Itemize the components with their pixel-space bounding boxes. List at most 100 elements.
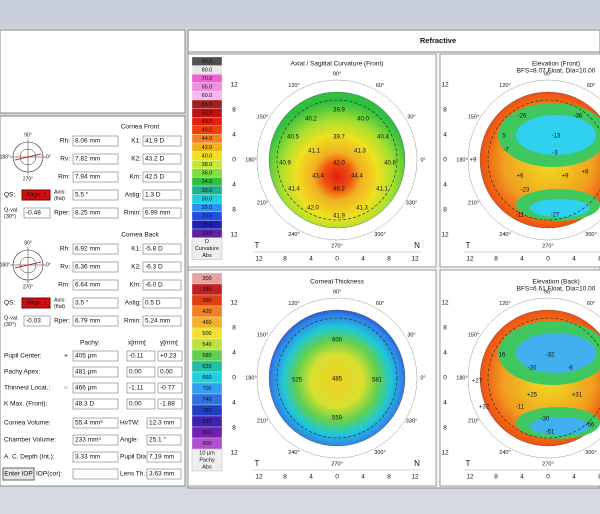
- side-label: T: [255, 241, 260, 250]
- field-box: [142, 279, 182, 291]
- map-title: Corneal Thickness: [310, 279, 364, 286]
- field-symbol: ○: [64, 385, 68, 392]
- button-label[interactable]: Enter IOP: [4, 471, 33, 478]
- field-box: [126, 350, 156, 362]
- angle-label: 0°: [420, 157, 425, 163]
- field-box: [142, 189, 182, 201]
- field-label: Rh:: [60, 246, 70, 253]
- field-label: A. C. Depth (Int.):: [4, 454, 55, 461]
- image-box: [0, 29, 186, 114]
- x-tick-label: 4: [309, 256, 313, 263]
- map-region: [530, 199, 590, 217]
- scale-label: 380: [202, 298, 211, 304]
- field-label: Rm:: [58, 282, 70, 289]
- scale-label: 80.0: [202, 67, 213, 73]
- angle-ring: [256, 297, 418, 459]
- y-tick-label: 12: [441, 232, 449, 239]
- field-box: [146, 434, 182, 446]
- field-value: +0.23: [160, 353, 177, 360]
- field-label: Rper:: [54, 210, 70, 217]
- field-label: Rm:: [58, 174, 70, 181]
- field-value: 48.3 D: [75, 401, 94, 408]
- field-box: [142, 207, 182, 219]
- angle-label: 180°: [245, 375, 256, 381]
- field-value: -0.03: [26, 318, 41, 325]
- map-value: 600: [332, 338, 343, 344]
- table-header: y[mm]: [160, 340, 178, 347]
- y-tick-label: 12: [441, 300, 449, 307]
- y-tick-label: 8: [443, 425, 447, 432]
- angle-label: 210°: [257, 200, 268, 206]
- field-label: (30°): [4, 322, 16, 328]
- y-tick-label: 0: [232, 375, 236, 382]
- field-label: Rmin:: [124, 318, 141, 325]
- angle-label: 120°: [288, 83, 299, 89]
- x-tick-label: 4: [520, 256, 524, 263]
- compass-label: 180°: [0, 262, 10, 268]
- side-label: N: [414, 241, 420, 250]
- button[interactable]: [2, 467, 35, 481]
- map-value: 5: [502, 134, 506, 140]
- x-tick-label: 8: [387, 474, 391, 481]
- field-label: Astig:: [125, 300, 141, 307]
- field-box: [126, 366, 156, 378]
- scale-label: 32.0: [202, 188, 213, 194]
- angle-label: 30°: [407, 114, 415, 120]
- field-box: [72, 315, 119, 327]
- field-value: 55.4 mm³: [75, 420, 103, 427]
- field-box: [72, 279, 119, 291]
- scale-label: 460: [202, 320, 211, 326]
- field-value: 6.79 mm: [75, 318, 100, 325]
- field-value: -0.11: [129, 353, 144, 360]
- field-value: 0.00: [129, 401, 142, 408]
- scale-label: 34.0: [202, 179, 213, 185]
- map-value: 41.1: [308, 149, 320, 155]
- x-tick-label: 0: [546, 256, 550, 263]
- angle-ring: [256, 79, 418, 241]
- map-value: 40.8: [384, 161, 396, 167]
- scale-label: 300: [202, 276, 211, 282]
- qs-value: Align. !: [26, 192, 46, 199]
- scale-label: 340: [202, 287, 211, 293]
- x-tick-label: 12: [411, 474, 419, 481]
- pupil-outline: [276, 317, 398, 439]
- qs-badge: [21, 189, 51, 201]
- y-tick-label: 4: [232, 350, 236, 357]
- field-box: [72, 171, 119, 183]
- field-value: 405 µm: [75, 353, 97, 360]
- map-region: [516, 115, 596, 155]
- field-label: Angle:: [120, 437, 139, 444]
- field-value: 25.1 °: [149, 436, 166, 444]
- angle-label: 240°: [499, 450, 510, 456]
- map-value: 581: [372, 378, 383, 384]
- y-tick-label: 4: [443, 400, 447, 407]
- map-subtitle: BFS=8.07 Float, Dia=10.00: [517, 68, 596, 75]
- x-tick-label: 0: [546, 474, 550, 481]
- map-region: [516, 333, 596, 373]
- map-value: 525: [292, 378, 303, 384]
- pupil-outline: [276, 99, 398, 221]
- pupil-outline: [487, 317, 600, 439]
- angle-label: 60°: [587, 83, 595, 89]
- map-surface: [268, 91, 406, 229]
- scale-footer-label: Pachy: [199, 457, 215, 463]
- angle-label: 120°: [499, 301, 510, 307]
- y-tick-label: 12: [441, 450, 449, 457]
- map-value: 48.2: [333, 187, 345, 193]
- x-tick-label: 12: [411, 256, 419, 263]
- scale-footer-label: Abs: [202, 464, 212, 470]
- scale-label: 740: [202, 397, 211, 403]
- x-tick-label: 8: [598, 256, 600, 263]
- field-value: -1.11: [129, 385, 144, 392]
- angle-label: 300°: [374, 450, 385, 456]
- field-label: QS:: [4, 300, 15, 307]
- y-tick-label: 0: [443, 375, 447, 382]
- field-box: [72, 451, 119, 463]
- field-label: Pupil Dia:: [120, 454, 148, 461]
- compass-axis: [14, 261, 42, 269]
- y-tick-label: 4: [232, 400, 236, 407]
- map-value: +9: [562, 174, 570, 180]
- scale-label: 15.0: [202, 222, 213, 228]
- x-tick-label: 4: [572, 256, 576, 263]
